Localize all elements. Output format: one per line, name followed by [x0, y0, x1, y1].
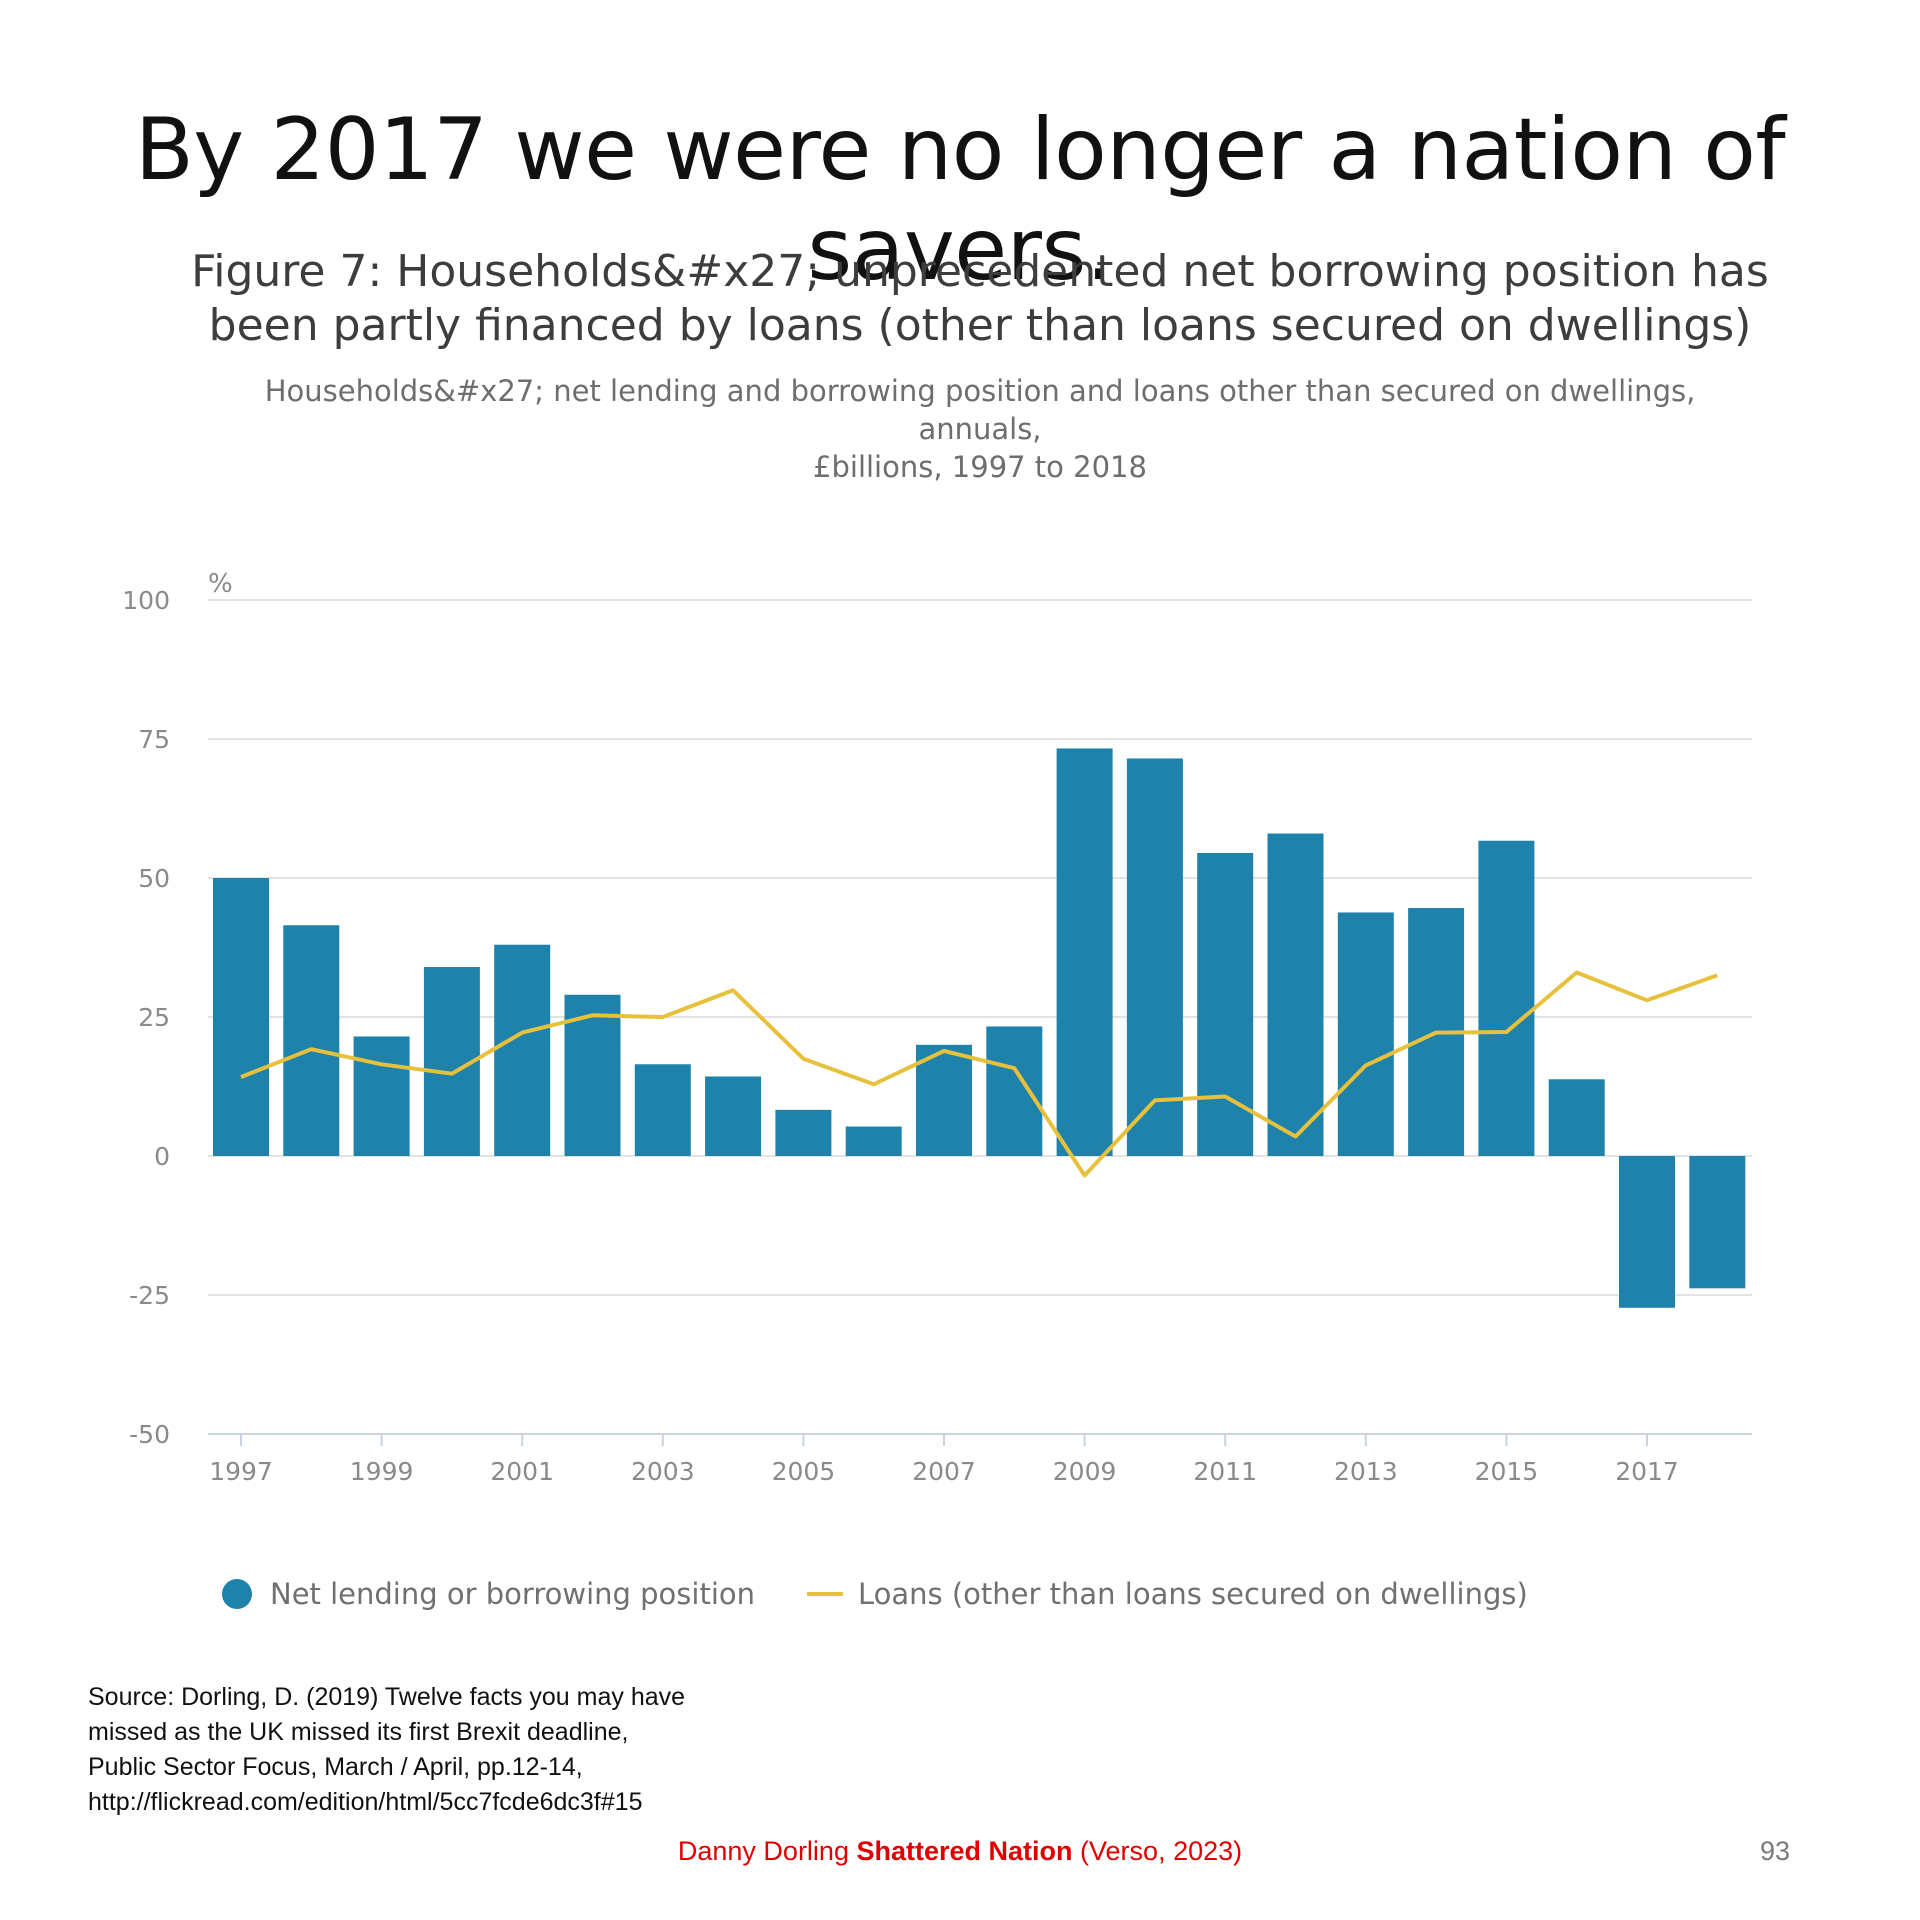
bar-2012: [1267, 833, 1324, 1156]
x-tick-label: 1999: [350, 1457, 414, 1486]
source-line-3: Public Sector Focus, March / April, pp.1…: [88, 1753, 583, 1781]
y-tick-label: -50: [129, 1420, 170, 1449]
x-tick-label: 1997: [209, 1457, 273, 1486]
chart-title-line-2: been partly financed by loans (other tha…: [208, 300, 1752, 351]
bars-net-lending: [213, 748, 1746, 1308]
y-tick-label: 100: [122, 586, 170, 615]
bar-2013: [1337, 912, 1394, 1156]
legend-net-lending-label: Net lending or borrowing position: [270, 1577, 755, 1611]
x-tick-label: 2009: [1053, 1457, 1117, 1486]
chart-subtitle: Households&#x27; net lending and borrowi…: [200, 372, 1760, 486]
bar-2016: [1548, 1079, 1605, 1156]
x-tick-label: 2005: [772, 1457, 836, 1486]
footer-author: Danny Dorling: [677, 1836, 849, 1866]
chart-subtitle-line-1: Households&#x27; net lending and borrowi…: [264, 374, 1696, 446]
footer-publisher: (Verso, 2023): [1080, 1836, 1243, 1866]
bar-2017: [1619, 1156, 1675, 1308]
bar-2006: [845, 1126, 902, 1156]
chart-title-line-1: Figure 7: Households&#x27; unprecedented…: [191, 246, 1769, 297]
bar-2018: [1689, 1156, 1746, 1289]
x-tick-label: 2003: [631, 1457, 695, 1486]
footer-credit: Danny Dorling Shattered Nation (Verso, 2…: [0, 1836, 1920, 1867]
bar-1998: [283, 925, 340, 1156]
legend-net-lending-marker: [222, 1579, 252, 1609]
chart-subtitle-line-2: £billions, 1997 to 2018: [813, 450, 1147, 484]
source-line-1: Source: Dorling, D. (2019) Twelve facts …: [88, 1683, 686, 1711]
source-line-4: http://flickread.com/edition/html/5cc7fc…: [88, 1788, 643, 1816]
y-tick-label: 0: [154, 1142, 170, 1171]
x-tick-label: 2001: [490, 1457, 554, 1486]
bar-2010: [1126, 758, 1183, 1156]
line-loans: [240, 970, 1718, 1178]
bar-2005: [775, 1109, 832, 1156]
bar-2015: [1478, 840, 1535, 1156]
x-tick-label: 2017: [1615, 1457, 1679, 1486]
x-axis: 1997 1999 2001 2003 2005 2007 2009 2011 2013 2015…: [208, 1433, 1752, 1486]
x-tick-label: 2013: [1334, 1457, 1398, 1486]
slide-title: By 2017 we were no longer a nation of sa…: [134, 100, 1786, 300]
y-tick-label: -25: [129, 1281, 170, 1310]
legend-loans-marker: [807, 1592, 843, 1596]
y-axis-ticks: 100 75 50 25 0 -25 -50: [122, 586, 170, 1449]
chart-title: Figure 7: Households&#x27; unprecedented…: [140, 245, 1820, 353]
loans-line: [240, 970, 1718, 1178]
source-line-2: missed as the UK missed its first Brexit…: [88, 1718, 629, 1746]
chart-legend: Net lending or borrowing position Loans …: [222, 1574, 1528, 1614]
page-number: 93: [1760, 1836, 1791, 1866]
bar-2009: [1056, 748, 1113, 1156]
x-tick-label: 2007: [912, 1457, 976, 1486]
x-tick-label: 2011: [1193, 1457, 1257, 1486]
bar-2008: [986, 1026, 1043, 1156]
bar-1997: [213, 878, 269, 1156]
bar-2001: [494, 944, 551, 1156]
y-tick-label: 25: [138, 1003, 170, 1032]
bar-2003: [634, 1064, 691, 1156]
y-axis-label: %: [208, 569, 233, 599]
source-citation: Source: Dorling, D. (2019) Twelve facts …: [88, 1680, 685, 1820]
y-tick-label: 50: [138, 864, 170, 893]
bar-1999: [353, 1036, 410, 1156]
bar-2011: [1197, 852, 1254, 1156]
footer-book-title: Shattered Nation: [856, 1836, 1073, 1866]
legend-loans-label: Loans (other than loans secured on dwell…: [858, 1577, 1528, 1611]
x-tick-label: 2015: [1475, 1457, 1539, 1486]
bar-2004: [705, 1076, 762, 1156]
y-tick-label: 75: [138, 725, 170, 754]
bar-2007: [916, 1044, 972, 1156]
